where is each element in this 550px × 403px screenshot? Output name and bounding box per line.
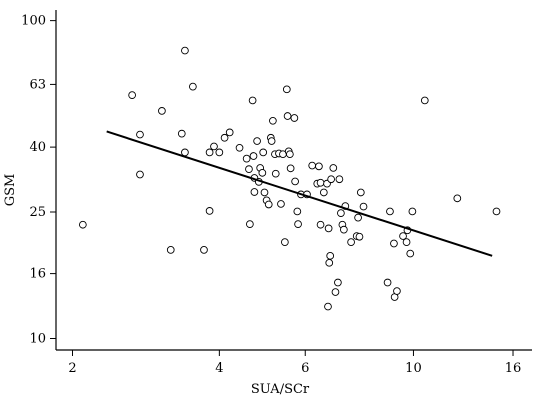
data-point [356, 188, 365, 197]
data-point [359, 202, 368, 211]
plot-area: 10 16 25 40 63 100 2 4 6 10 16 [21, 10, 532, 376]
data-point [281, 238, 289, 246]
data-point [393, 287, 401, 295]
y-tick-label: 40 [29, 140, 46, 155]
data-point [242, 154, 251, 163]
data-point [181, 148, 189, 157]
data-point [290, 114, 299, 122]
data-point [286, 164, 295, 173]
data-point [282, 85, 291, 94]
y-tick-label: 16 [29, 267, 46, 282]
data-point [283, 112, 292, 120]
data-point [293, 207, 302, 216]
data-point [331, 288, 340, 296]
data-point [166, 246, 175, 254]
data-point [79, 220, 87, 229]
data-point [136, 130, 144, 139]
data-point [347, 238, 355, 246]
data-point [355, 232, 364, 241]
data-point [316, 220, 325, 229]
x-tick-label: 10 [405, 361, 422, 376]
data-point [225, 128, 234, 137]
data-point [258, 168, 267, 177]
y-tick-label: 100 [21, 14, 46, 29]
data-point [492, 207, 501, 216]
data-point [205, 148, 214, 157]
data-point [210, 142, 218, 151]
data-point [335, 175, 344, 184]
x-tick-label: 6 [301, 361, 309, 376]
data-point [325, 258, 334, 267]
data-point [177, 129, 186, 138]
data-point [337, 209, 345, 217]
data-point [408, 207, 417, 216]
data-point [264, 200, 273, 209]
y-tick-label: 63 [29, 77, 46, 92]
data-point [277, 200, 285, 208]
data-point [315, 162, 323, 171]
data-point [158, 107, 166, 115]
data-point [189, 82, 197, 91]
data-point [386, 207, 394, 216]
data-point [286, 150, 294, 159]
data-point [319, 188, 328, 197]
data-point [200, 246, 208, 254]
data-point [181, 46, 189, 55]
x-axis-title: SUA/SCr [251, 382, 310, 397]
data-point [294, 220, 302, 228]
data-point [220, 133, 229, 142]
data-point [329, 164, 338, 172]
data-points [79, 46, 501, 311]
x-tick-label: 4 [215, 361, 223, 376]
data-point [390, 239, 398, 248]
data-point [399, 232, 407, 240]
data-point [402, 238, 411, 246]
data-point [327, 175, 335, 184]
data-point [267, 137, 276, 145]
data-point [354, 213, 362, 222]
data-point [324, 224, 333, 233]
data-point [406, 249, 415, 258]
data-point [271, 169, 280, 178]
data-point [215, 148, 224, 157]
regression-line [106, 130, 493, 257]
x-tick-label: 2 [68, 361, 76, 376]
x-tick-label: 16 [505, 361, 522, 376]
data-point [250, 188, 259, 196]
data-point [249, 152, 258, 160]
data-point [340, 225, 348, 234]
y-tick-label: 10 [29, 331, 46, 346]
data-point [453, 194, 462, 203]
x-axis-ticks: 2 4 6 10 16 [68, 350, 521, 376]
data-point [420, 96, 429, 105]
y-tick-label: 25 [29, 205, 46, 220]
data-point [308, 161, 317, 170]
data-point [128, 91, 136, 99]
data-point [245, 165, 253, 173]
data-point [326, 251, 335, 260]
data-point [205, 207, 214, 215]
data-point [324, 302, 332, 311]
data-point [291, 177, 299, 186]
data-point [253, 137, 261, 145]
data-point [246, 220, 254, 228]
y-axis-title: GSM [3, 174, 18, 207]
data-point [334, 278, 342, 287]
data-point [260, 188, 269, 197]
y-axis-ticks: 10 16 25 40 63 100 [21, 14, 56, 346]
data-point [269, 116, 277, 125]
data-point [136, 170, 144, 179]
data-point [259, 148, 268, 157]
data-point [235, 143, 244, 152]
data-point [383, 278, 392, 287]
data-point [248, 96, 257, 105]
data-point [316, 178, 325, 187]
